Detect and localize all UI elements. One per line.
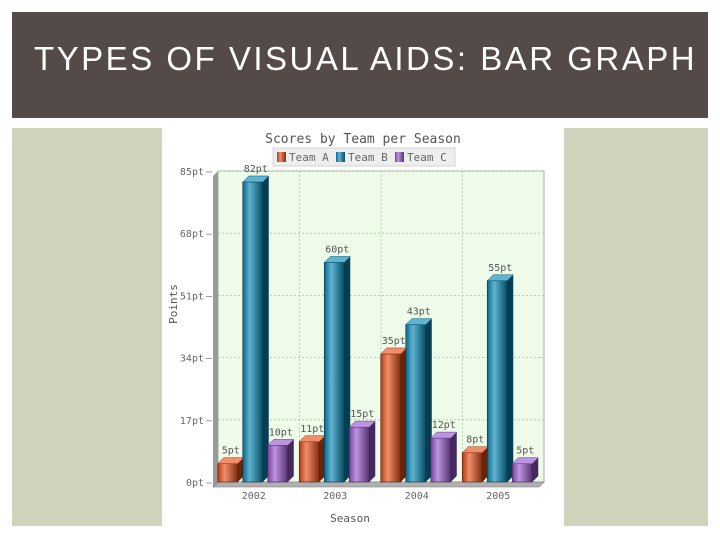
y-tick-label: 34pt — [180, 354, 204, 365]
data-label: 10pt — [269, 427, 293, 438]
bar-side — [425, 318, 432, 482]
legend-label: Team A — [289, 151, 329, 164]
legend-swatch — [395, 152, 404, 162]
bar-side — [262, 175, 269, 482]
chart-svg: Scores by Team per Season Season Points … — [167, 132, 545, 525]
bar — [323, 262, 345, 483]
data-label: 8pt — [466, 435, 484, 446]
bar-side — [287, 439, 294, 482]
plot-side-wall — [213, 171, 218, 487]
data-label: 82pt — [244, 164, 268, 175]
bar — [298, 441, 320, 483]
data-label: 60pt — [325, 244, 349, 255]
bar-side — [507, 274, 514, 482]
bar-side — [482, 446, 489, 482]
chart-title: Scores by Team per Season — [265, 132, 461, 147]
bar — [511, 463, 533, 483]
y-tick-label: 68pt — [180, 229, 204, 240]
data-label: 12pt — [432, 420, 456, 431]
slide-title: TYPES OF VISUAL AIDS: BAR GRAPH — [34, 40, 698, 77]
left-side-panel — [12, 128, 162, 526]
bar-top — [511, 457, 539, 464]
legend-swatch — [336, 152, 345, 162]
data-label: 35pt — [382, 336, 406, 347]
bar-top — [405, 318, 433, 325]
data-label: 15pt — [350, 409, 374, 420]
x-tick-label: 2005 — [486, 491, 510, 502]
x-tick-label: 2003 — [323, 491, 347, 502]
bar-top — [323, 256, 351, 263]
bar-side — [532, 457, 539, 482]
bar-top — [242, 175, 270, 183]
y-tick-label: 51pt — [180, 291, 204, 302]
x-axis-label: Season — [330, 512, 370, 525]
legend — [272, 147, 456, 167]
x-tick-label: 2002 — [242, 491, 266, 502]
data-label: 11pt — [300, 424, 324, 435]
bar-side — [319, 435, 326, 482]
bar-top — [267, 439, 295, 446]
bar — [405, 324, 427, 483]
y-axis-label: Points — [167, 284, 180, 324]
y-tick-label: 17pt — [180, 416, 204, 427]
data-label: 43pt — [407, 307, 431, 318]
bar-chart: Scores by Team per Season Season Points … — [162, 128, 564, 526]
legend-label: Team C — [407, 151, 447, 164]
data-label: 5pt — [516, 446, 534, 457]
bar-top — [430, 431, 458, 439]
legend-swatch — [277, 152, 286, 162]
bar-side — [450, 432, 457, 482]
bar-side — [237, 457, 244, 482]
right-side-panel — [564, 128, 708, 526]
bar-top — [486, 274, 514, 282]
bar — [461, 452, 483, 483]
data-label: 5pt — [222, 446, 240, 457]
bar — [430, 437, 452, 483]
x-tick-label: 2004 — [405, 491, 429, 502]
plot-floor — [212, 481, 545, 488]
bar — [267, 445, 289, 483]
bar-side — [369, 421, 376, 482]
y-tick-label: 0pt — [186, 478, 204, 489]
bar — [486, 280, 508, 483]
bar — [348, 426, 370, 483]
slide-header: TYPES OF VISUAL AIDS: BAR GRAPH — [12, 12, 708, 118]
bar — [380, 353, 402, 483]
bar — [242, 181, 264, 483]
y-tick-label: 85pt — [180, 167, 204, 178]
bar — [217, 463, 239, 483]
bar-side — [400, 347, 407, 482]
bar-top — [348, 420, 376, 428]
bar-side — [344, 256, 351, 482]
legend-label: Team B — [348, 151, 388, 164]
data-label: 55pt — [488, 263, 512, 274]
